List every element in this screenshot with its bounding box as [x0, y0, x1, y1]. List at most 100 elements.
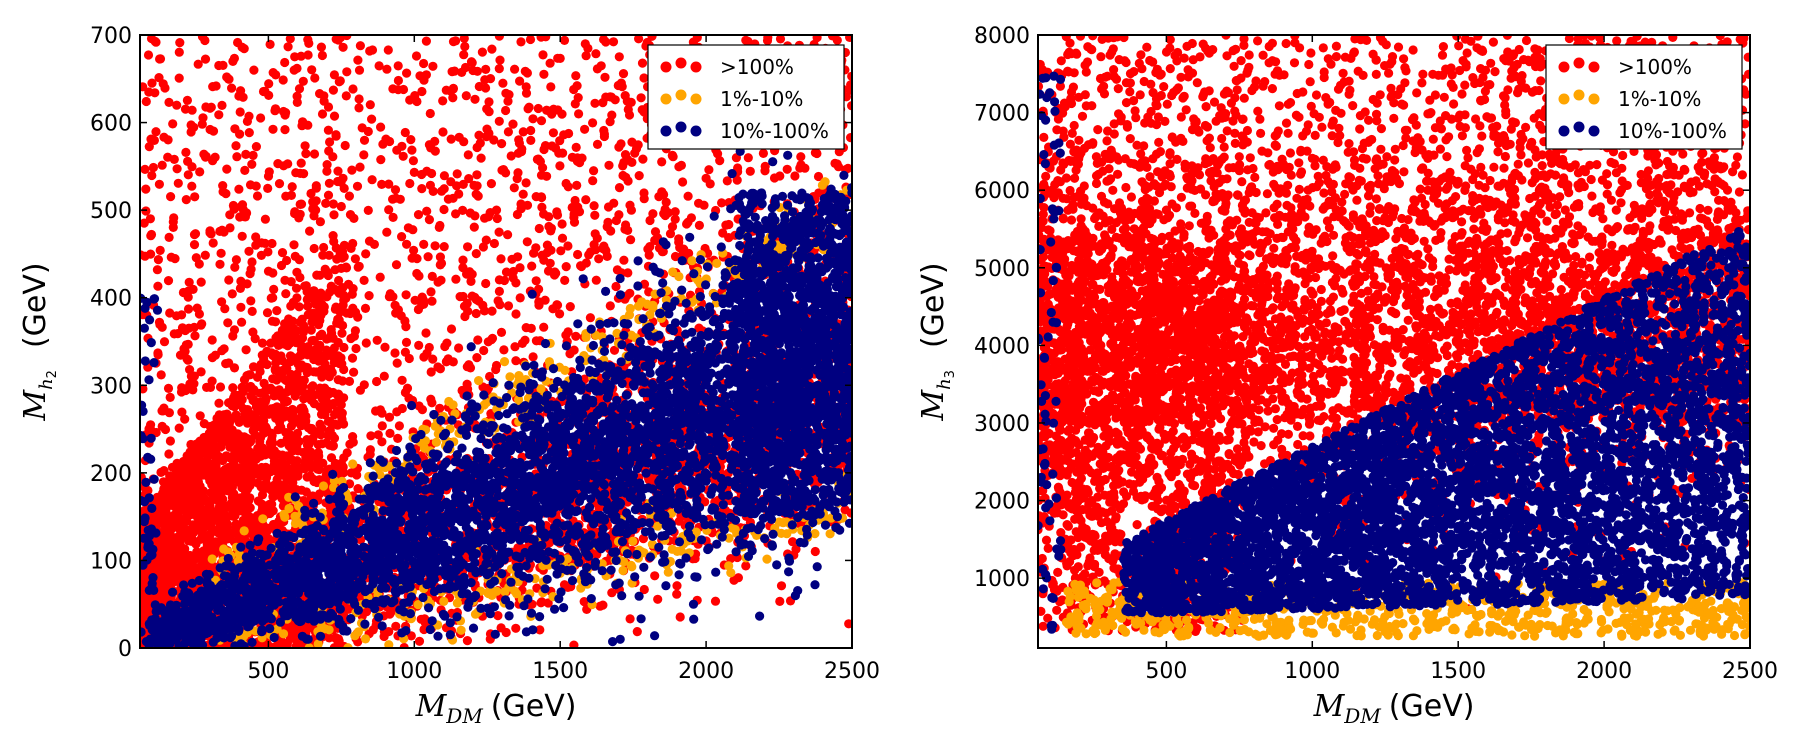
red-point [511, 356, 521, 366]
red-point [281, 289, 291, 299]
red-point [563, 241, 573, 251]
red-point [603, 202, 614, 212]
red-point [152, 265, 162, 275]
red-point [344, 376, 355, 386]
red-point [494, 227, 504, 237]
red-point [438, 127, 448, 137]
red-point [140, 613, 145, 623]
red-point [589, 240, 599, 250]
red-point [596, 61, 606, 71]
red-point [320, 365, 330, 375]
red-point [614, 142, 624, 152]
red-point [524, 102, 534, 112]
red-point [269, 480, 279, 490]
red-point [164, 97, 174, 107]
red-point [388, 292, 398, 302]
red-point [555, 309, 565, 319]
red-point [182, 95, 192, 105]
red-point [580, 39, 590, 49]
red-point [333, 314, 344, 324]
red-point [517, 338, 528, 348]
red-point [564, 128, 574, 139]
red-point [439, 171, 449, 181]
red-point [529, 248, 539, 258]
red-point [611, 281, 621, 292]
red-point [307, 65, 317, 75]
red-point [288, 297, 298, 307]
red-point [390, 348, 400, 358]
red-point [600, 72, 610, 82]
red-point [549, 104, 559, 114]
red-point [241, 345, 251, 355]
red-point [536, 192, 546, 202]
red-point [601, 37, 611, 47]
red-point [227, 83, 237, 93]
red-point [451, 274, 461, 284]
red-point [520, 66, 530, 76]
red-point [333, 375, 343, 385]
red-point [402, 239, 412, 249]
red-point [260, 427, 271, 437]
red-point [324, 178, 334, 188]
red-point [289, 240, 299, 250]
red-point [219, 410, 229, 420]
red-point [332, 254, 342, 264]
red-point [341, 262, 351, 272]
red-point [329, 210, 339, 220]
red-point [164, 408, 174, 418]
red-point [472, 353, 482, 363]
red-point [352, 470, 362, 480]
red-point [347, 165, 357, 175]
red-point [257, 490, 268, 500]
red-point [361, 249, 371, 259]
red-point [471, 189, 481, 199]
red-point [480, 213, 490, 223]
red-point [485, 74, 496, 84]
red-point [156, 370, 166, 380]
red-point [548, 128, 559, 138]
red-point [227, 289, 237, 299]
red-point [302, 362, 312, 373]
red-point [319, 306, 329, 316]
red-point [565, 349, 575, 359]
red-point [705, 179, 715, 189]
red-point [423, 252, 433, 262]
red-point [189, 240, 200, 250]
red-point [172, 164, 182, 174]
red-point [534, 223, 544, 234]
red-point [262, 308, 273, 318]
red-point [283, 374, 293, 385]
red-point [526, 135, 536, 145]
red-point [762, 35, 773, 46]
red-point [419, 58, 429, 69]
red-point [561, 178, 571, 189]
red-point [367, 175, 377, 185]
red-point [363, 126, 373, 137]
red-point [417, 86, 427, 97]
red-point [334, 275, 344, 286]
red-point [211, 461, 221, 471]
red-point [159, 466, 169, 476]
red-point [503, 230, 513, 240]
red-point [311, 181, 321, 191]
red-point [270, 317, 281, 327]
red-point [205, 226, 215, 236]
red-point [411, 51, 422, 61]
red-point [315, 315, 325, 326]
red-point [237, 317, 247, 327]
red-point [428, 186, 438, 196]
red-point [210, 421, 221, 431]
red-point [241, 453, 251, 463]
red-point [293, 359, 303, 369]
red-point [153, 255, 163, 265]
red-point [224, 74, 234, 84]
red-point [598, 243, 608, 254]
red-point [237, 42, 247, 52]
red-point [627, 137, 637, 147]
red-point [280, 319, 290, 329]
red-point [317, 50, 327, 61]
red-point [181, 147, 191, 157]
red-point [214, 110, 224, 120]
red-point [384, 205, 394, 215]
red-point [832, 159, 842, 169]
